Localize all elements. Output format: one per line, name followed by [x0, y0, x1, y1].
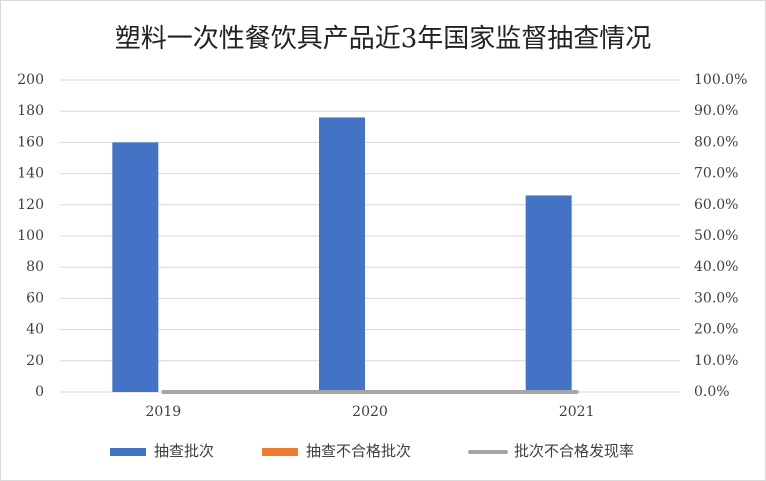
y-tick-label: 40: [26, 322, 44, 338]
y2-tick-label: 30.0%: [694, 290, 738, 306]
y-tick-label: 100: [17, 228, 44, 244]
y2-tick-label: 60.0%: [694, 197, 738, 213]
y2-tick-label: 0.0%: [694, 384, 730, 400]
y-tick-label: 60: [26, 290, 44, 306]
bar: [525, 195, 572, 392]
y-tick-label: 80: [26, 259, 44, 275]
x-tick-label: 2021: [559, 404, 595, 420]
bar: [319, 117, 365, 392]
y2-tick-label: 90.0%: [694, 103, 738, 119]
legend-label: 抽查不合格批次: [306, 442, 411, 460]
y-tick-label: 0: [35, 384, 44, 400]
y2-tick-label: 40.0%: [694, 259, 738, 275]
y-tick-label: 160: [17, 134, 44, 150]
y2-tick-label: 70.0%: [694, 166, 738, 182]
legend-label: 抽查批次: [154, 442, 214, 460]
y-tick-label: 120: [17, 197, 44, 213]
y2-tick-label: 80.0%: [694, 134, 738, 150]
y-tick-label: 20: [26, 353, 44, 369]
y2-tick-label: 10.0%: [694, 353, 738, 369]
legend-swatch: [110, 448, 146, 456]
legend-label: 批次不合格发现率: [514, 442, 634, 460]
y-tick-label: 180: [17, 103, 44, 119]
x-tick-label: 2020: [352, 404, 388, 420]
y2-tick-label: 100.0%: [694, 72, 747, 88]
chart-title: 塑料一次性餐饮具产品近3年国家监督抽查情况: [115, 24, 652, 54]
y-tick-label: 200: [17, 72, 44, 88]
y2-tick-label: 50.0%: [694, 228, 738, 244]
bar: [112, 142, 159, 392]
y2-tick-label: 20.0%: [694, 322, 738, 338]
x-tick-label: 2019: [146, 404, 182, 420]
y-tick-label: 140: [17, 166, 44, 182]
legend-swatch: [262, 448, 298, 456]
